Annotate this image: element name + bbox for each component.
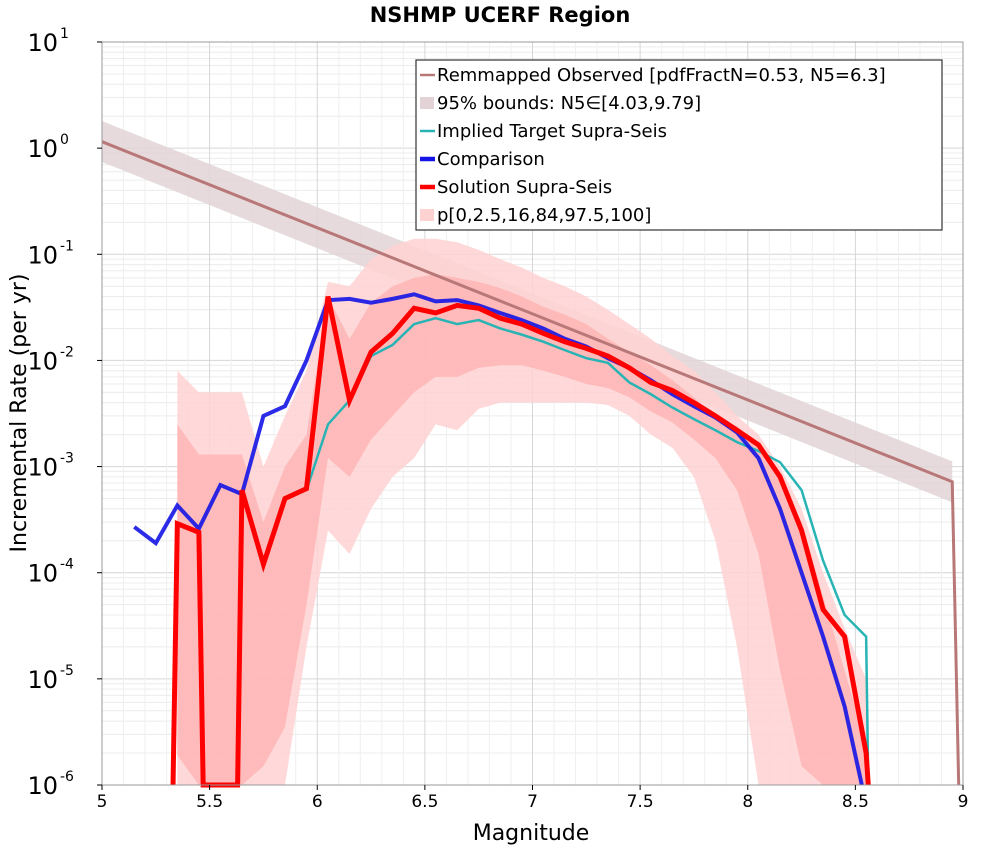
y-tick-label: 10	[27, 454, 58, 482]
x-axis-ticks: 5 5.5 6 6.5 7 7.5 8 8.5 9	[97, 785, 969, 812]
x-tick-label: 7	[527, 792, 538, 812]
x-tick-label: 6	[312, 792, 323, 812]
legend: Remmapped Observed [pdfFractN=0.53, N5=6…	[415, 59, 943, 231]
legend-label: Solution Supra-Seis	[437, 177, 612, 198]
y-tick-exponent: -1	[60, 238, 74, 254]
y-tick-label: 10	[27, 772, 58, 800]
x-tick-label: 6.5	[411, 792, 438, 812]
legend-label: 95% bounds: N5∈[4.03,9.79]	[437, 93, 701, 114]
x-axis-label: Magnitude	[473, 821, 590, 846]
chart-title: NSHMP UCERF Region	[370, 3, 631, 27]
series-line-implied	[305, 316, 870, 786]
y-tick-label: 10	[27, 347, 58, 375]
y-tick-exponent: -3	[60, 451, 74, 467]
y-tick-label: 10	[27, 135, 58, 163]
y-tick-label: 10	[27, 29, 58, 57]
y-tick-exponent: -6	[60, 769, 74, 785]
y-tick-label: 10	[27, 560, 58, 588]
legend-swatch	[420, 97, 434, 109]
legend-box	[415, 59, 943, 231]
y-tick-exponent: 0	[60, 132, 69, 148]
x-tick-label: 7.5	[627, 792, 654, 812]
y-tick-label: 10	[27, 666, 58, 694]
x-tick-label: 8	[742, 792, 753, 812]
legend-label: Implied Target Supra-Seis	[437, 121, 667, 142]
y-tick-exponent: 1	[60, 26, 69, 42]
series-lines	[101, 140, 961, 788]
x-tick-label: 5.5	[196, 792, 223, 812]
y-tick-label: 10	[27, 241, 58, 269]
x-tick-label: 5	[97, 792, 108, 812]
legend-label: Remmapped Observed [pdfFractN=0.53, N5=6…	[437, 65, 886, 86]
x-tick-label: 8.5	[842, 792, 869, 812]
y-axis-label: Incremental Rate (per yr)	[7, 274, 32, 553]
legend-swatch	[420, 209, 434, 221]
y-tick-exponent: -4	[60, 557, 74, 573]
x-tick-label: 9	[958, 792, 969, 812]
y-tick-exponent: -2	[60, 344, 74, 360]
y-tick-exponent: -5	[60, 663, 74, 679]
legend-label: p[0,2.5,16,84,97.5,100]	[437, 205, 651, 226]
series-line-solution	[170, 296, 871, 788]
legend-label: Comparison	[437, 149, 545, 170]
